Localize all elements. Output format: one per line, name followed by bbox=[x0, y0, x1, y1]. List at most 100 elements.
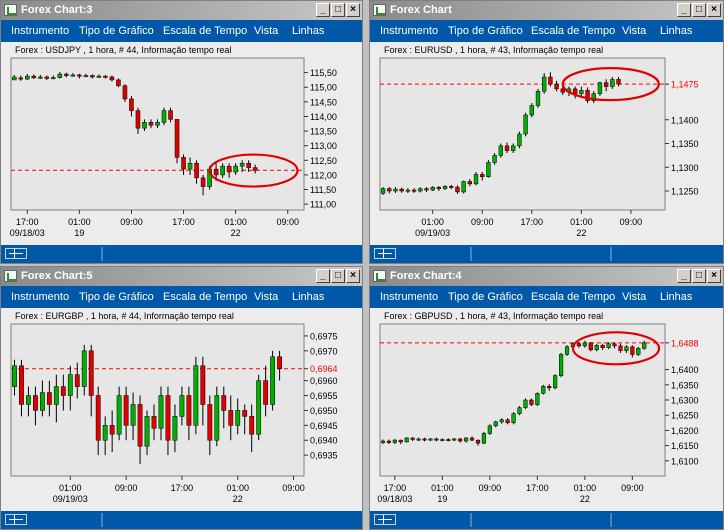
status-divider bbox=[470, 513, 472, 527]
crosshair-icon[interactable] bbox=[374, 514, 396, 525]
y-tick-label: 1,1400 bbox=[671, 115, 699, 125]
title-bar[interactable]: Forex Chart:5 _ □ × bbox=[1, 267, 362, 286]
crosshair-icon[interactable] bbox=[374, 248, 396, 259]
menu-vista[interactable]: Vista bbox=[622, 291, 647, 303]
menu-linhas[interactable]: Linhas bbox=[660, 25, 693, 37]
candle-body bbox=[591, 93, 596, 101]
crosshair-icon[interactable] bbox=[5, 248, 27, 259]
menu-vista[interactable]: Vista bbox=[254, 25, 279, 37]
candlestick-chart[interactable]: Forex : EURGBP , 1 hora, # 44, Informaçã… bbox=[1, 308, 362, 511]
minimize-button[interactable]: _ bbox=[316, 269, 330, 283]
candle-body bbox=[636, 348, 641, 355]
forex-chart-window-eurgbp[interactable]: Forex Chart:5 _ □ × Instrumento Tipo de … bbox=[0, 266, 363, 530]
candle-body bbox=[416, 438, 421, 441]
forex-chart-window-usdjpy[interactable]: Forex Chart:3 _ □ × Instrumento Tipo de … bbox=[0, 0, 363, 264]
candle-body bbox=[270, 356, 276, 405]
candle-body bbox=[480, 174, 485, 177]
candle-body bbox=[246, 162, 251, 168]
minimize-button[interactable]: _ bbox=[677, 269, 691, 283]
candle-body bbox=[481, 433, 486, 444]
menu-escala-de-tempo[interactable]: Escala de Tempo bbox=[163, 25, 248, 37]
candle-body bbox=[504, 145, 510, 151]
candle-body bbox=[440, 439, 445, 441]
candle-body bbox=[564, 346, 570, 355]
chart-info-label: Forex : USDJPY , 1 hora, # 44, Informaçã… bbox=[15, 45, 231, 55]
candle-body bbox=[594, 345, 599, 351]
menu-vista[interactable]: Vista bbox=[254, 291, 279, 303]
close-button[interactable]: × bbox=[707, 3, 721, 17]
candle-body bbox=[129, 98, 134, 111]
menu-escala-de-tempo[interactable]: Escala de Tempo bbox=[531, 291, 616, 303]
candle-body bbox=[442, 186, 448, 189]
y-tick-label: 0,6964 bbox=[310, 364, 338, 374]
forex-chart-window-eurusd[interactable]: Forex Chart _ □ × Instrumento Tipo de Gr… bbox=[369, 0, 724, 264]
candle-body bbox=[434, 438, 439, 441]
menu-tipo-de-grafico[interactable]: Tipo de Gráfico bbox=[79, 25, 154, 37]
menu-instrumento[interactable]: Instrumento bbox=[380, 291, 439, 303]
candle-body bbox=[511, 413, 516, 424]
title-bar[interactable]: Forex Chart _ □ × bbox=[370, 1, 723, 20]
maximize-button[interactable]: □ bbox=[692, 3, 706, 17]
window-title: Forex Chart:4 bbox=[390, 270, 462, 282]
title-bar[interactable]: Forex Chart:3 _ □ × bbox=[1, 1, 362, 20]
candle-body bbox=[221, 395, 227, 411]
maximize-button[interactable]: □ bbox=[331, 269, 345, 283]
maximize-button[interactable]: □ bbox=[692, 269, 706, 283]
candle-body bbox=[220, 165, 225, 176]
candle-body bbox=[249, 416, 255, 435]
x-date-label: 22 bbox=[580, 494, 590, 504]
minimize-button[interactable]: _ bbox=[316, 3, 330, 17]
chart-area[interactable]: Forex : GBPUSD , 1 hora, # 43, Informaçã… bbox=[370, 308, 723, 511]
candle-body bbox=[411, 189, 417, 192]
close-button[interactable]: × bbox=[346, 269, 360, 283]
candlestick-chart[interactable]: Forex : USDJPY , 1 hora, # 44, Informaçã… bbox=[1, 42, 362, 245]
maximize-button[interactable]: □ bbox=[331, 3, 345, 17]
candle-body bbox=[529, 105, 534, 116]
menu-vista[interactable]: Vista bbox=[622, 25, 647, 37]
chart-area[interactable]: Forex : EURGBP , 1 hora, # 44, Informaçã… bbox=[1, 308, 362, 511]
menu-escala-de-tempo[interactable]: Escala de Tempo bbox=[531, 25, 616, 37]
menu-instrumento[interactable]: Instrumento bbox=[380, 25, 439, 37]
candle-body bbox=[25, 75, 30, 80]
candle-body bbox=[600, 345, 605, 348]
title-bar[interactable]: Forex Chart:4 _ □ × bbox=[370, 267, 723, 286]
minimize-button[interactable]: _ bbox=[677, 3, 691, 17]
menu-instrumento[interactable]: Instrumento bbox=[11, 291, 70, 303]
menu-tipo-de-grafico[interactable]: Tipo de Gráfico bbox=[448, 25, 523, 37]
candle-body bbox=[179, 395, 185, 417]
candle-body bbox=[505, 419, 510, 424]
close-button[interactable]: × bbox=[707, 269, 721, 283]
candle-body bbox=[19, 365, 24, 405]
candle-body bbox=[405, 189, 411, 192]
x-tick-label: 01:00 bbox=[226, 483, 249, 493]
menu-tipo-de-grafico[interactable]: Tipo de Gráfico bbox=[79, 291, 154, 303]
menu-escala-de-tempo[interactable]: Escala de Tempo bbox=[163, 291, 248, 303]
candle-body bbox=[428, 438, 433, 441]
y-tick-label: 113,50 bbox=[310, 127, 337, 137]
forex-chart-window-gbpusd[interactable]: Forex Chart:4 _ □ × Instrumento Tipo de … bbox=[369, 266, 724, 530]
y-tick-label: 1,6250 bbox=[671, 411, 699, 421]
candle-body bbox=[523, 399, 528, 408]
crosshair-icon[interactable] bbox=[5, 514, 27, 525]
y-tick-label: 114,50 bbox=[310, 97, 337, 107]
candle-body bbox=[579, 90, 584, 94]
x-tick-label: 09:00 bbox=[479, 483, 502, 493]
candle-body bbox=[181, 157, 186, 170]
candle-body bbox=[399, 188, 404, 192]
menu-linhas[interactable]: Linhas bbox=[292, 291, 325, 303]
candle-body bbox=[606, 343, 611, 348]
chart-area[interactable]: Forex : USDJPY , 1 hora, # 44, Informaçã… bbox=[1, 42, 362, 245]
chart-area[interactable]: Forex : EURUSD , 1 hora, # 43, Informaçã… bbox=[370, 42, 723, 245]
candlestick-chart[interactable]: Forex : GBPUSD , 1 hora, # 43, Informaçã… bbox=[370, 308, 723, 511]
chart-info-label: Forex : GBPUSD , 1 hora, # 43, Informaçã… bbox=[384, 311, 603, 321]
x-tick-label: 01:00 bbox=[421, 217, 444, 227]
menu-linhas[interactable]: Linhas bbox=[660, 291, 693, 303]
candlestick-chart[interactable]: Forex : EURUSD , 1 hora, # 43, Informaçã… bbox=[370, 42, 723, 245]
menu-tipo-de-grafico[interactable]: Tipo de Gráfico bbox=[448, 291, 523, 303]
x-tick-label: 17:00 bbox=[526, 483, 549, 493]
menu-instrumento[interactable]: Instrumento bbox=[11, 25, 70, 37]
candle-body bbox=[51, 77, 56, 80]
close-button[interactable]: × bbox=[346, 3, 360, 17]
menu-linhas[interactable]: Linhas bbox=[292, 25, 325, 37]
candle-body bbox=[475, 439, 481, 444]
